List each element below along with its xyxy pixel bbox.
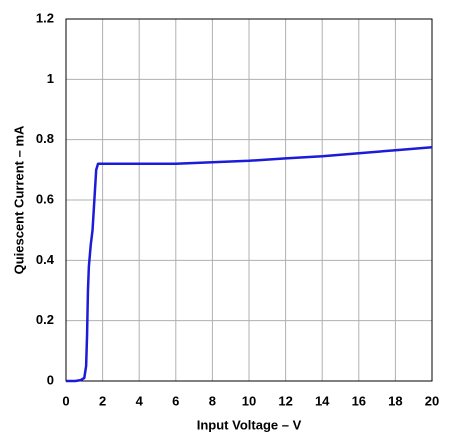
x-tick-label: 2	[99, 393, 106, 408]
x-tick-label: 8	[209, 393, 216, 408]
x-tick-label: 10	[242, 393, 256, 408]
y-tick-label: 0.6	[36, 191, 54, 206]
y-tick-label: 0.2	[36, 312, 54, 327]
x-axis-title: Input Voltage – V	[197, 417, 302, 432]
x-tick-label: 12	[278, 393, 292, 408]
y-tick-label: 0.4	[36, 252, 55, 267]
y-tick-label: 1.2	[36, 10, 54, 25]
x-tick-label: 6	[172, 393, 179, 408]
y-tick-label: 0	[47, 372, 54, 387]
x-tick-label: 4	[136, 393, 144, 408]
x-tick-label: 16	[352, 393, 366, 408]
plot-frame	[65, 18, 433, 382]
y-tick-label: 1	[47, 71, 54, 86]
x-tick-label: 0	[62, 393, 69, 408]
x-tick-label: 14	[315, 393, 330, 408]
x-tick-label: 18	[388, 393, 402, 408]
y-tick-label: 0.8	[36, 131, 54, 146]
y-axis-title: Quiescent Current – mA	[11, 125, 26, 274]
data-line	[66, 145, 433, 383]
x-tick-label: 20	[425, 393, 439, 408]
